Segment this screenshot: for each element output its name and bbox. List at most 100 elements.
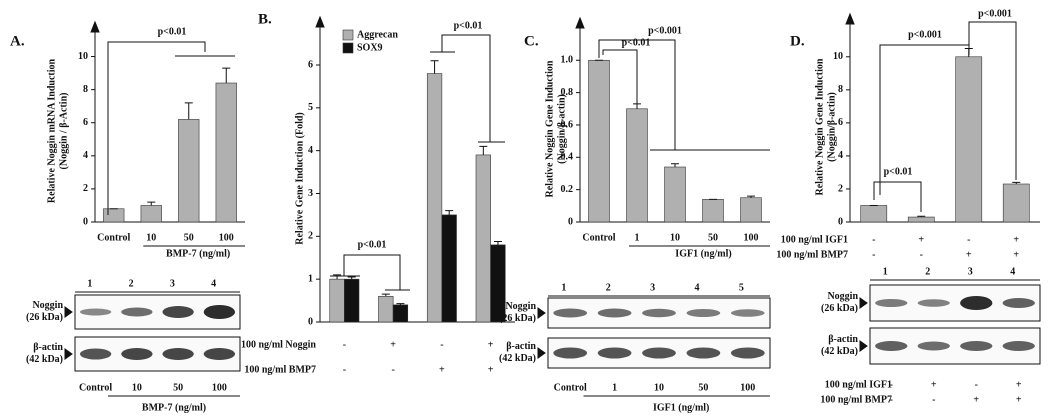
error-bar bbox=[396, 303, 405, 305]
condition-sign: - bbox=[967, 234, 970, 245]
legend-label: SOX9 bbox=[357, 42, 383, 53]
x-tick-label: 50 bbox=[184, 232, 194, 243]
significance-bracket bbox=[107, 41, 235, 215]
error-bar bbox=[1012, 181, 1021, 184]
condition-label: 100 ng/ml Noggin bbox=[241, 339, 316, 350]
y-tick-label: 0 bbox=[838, 216, 843, 227]
error-bar bbox=[184, 102, 193, 120]
condition-sign: + bbox=[1013, 249, 1019, 260]
bar bbox=[426, 73, 443, 323]
blot-band bbox=[917, 341, 950, 351]
blot-arrow bbox=[859, 297, 868, 309]
y-tick-label: 4 bbox=[838, 150, 843, 161]
y-tick-label: 6 bbox=[838, 117, 843, 128]
blot-band bbox=[642, 347, 676, 359]
condition-sign: - bbox=[932, 394, 935, 405]
blot-band bbox=[1002, 298, 1035, 308]
y-tick-label: 2 bbox=[83, 183, 88, 194]
axis-arrow bbox=[575, 16, 585, 29]
blot-band bbox=[597, 347, 632, 359]
blot-arrow bbox=[64, 348, 73, 360]
y-tick-label: 0.6 bbox=[561, 119, 574, 130]
condition-sign: + bbox=[1016, 379, 1022, 390]
x-tick-label: 50 bbox=[708, 232, 718, 243]
condition-sign: - bbox=[440, 339, 443, 350]
blot-band bbox=[730, 347, 765, 359]
condition-sign: - bbox=[872, 234, 875, 245]
blot-lane-label: Control bbox=[554, 382, 587, 393]
condition-sign: + bbox=[918, 234, 924, 245]
blot-band bbox=[203, 305, 236, 319]
blot-lane-label: 100 bbox=[212, 382, 227, 393]
annotation: p<0.01 bbox=[454, 20, 483, 31]
panel-label: B. bbox=[258, 11, 272, 27]
y-tick-label: 4 bbox=[308, 145, 313, 156]
x-tick-label: 10 bbox=[670, 232, 680, 243]
panel-label: A. bbox=[10, 33, 25, 49]
lane-number: 4 bbox=[211, 278, 216, 289]
blot-band bbox=[875, 299, 908, 307]
annotation: p<0.01 bbox=[158, 26, 187, 37]
lane-number: 1 bbox=[883, 266, 888, 277]
blot-band bbox=[960, 296, 993, 310]
bar bbox=[215, 82, 237, 223]
bar bbox=[1002, 183, 1030, 223]
condition-sign: + bbox=[1016, 394, 1022, 405]
blot-band bbox=[162, 348, 194, 360]
lane-number: 1 bbox=[561, 282, 566, 293]
y-axis-label: Relative Gene Induction (Fold) bbox=[294, 112, 305, 245]
blot-lane-label: 100 bbox=[740, 382, 755, 393]
y-tick-label: 6 bbox=[83, 117, 88, 128]
blot-band bbox=[121, 348, 153, 360]
blot-band bbox=[553, 308, 588, 318]
bar bbox=[626, 108, 648, 223]
blot-arrow bbox=[859, 340, 868, 352]
blot-lane-label: 50 bbox=[173, 382, 183, 393]
blot-row-label: β-actin (42 kDa) bbox=[26, 342, 63, 365]
bar bbox=[588, 59, 610, 223]
condition-label: 100 ng/ml BMP7 bbox=[820, 394, 892, 405]
y-axis-label: (Noggin/β-actin) bbox=[826, 92, 837, 162]
lane-number: 2 bbox=[925, 266, 930, 277]
bar bbox=[907, 216, 935, 223]
y-tick-label: 0.8 bbox=[561, 87, 574, 98]
y-tick-label: 3 bbox=[308, 188, 313, 199]
annotation: p<0.001 bbox=[908, 29, 942, 40]
bar bbox=[344, 278, 360, 323]
legend-label: Aggrecan bbox=[357, 29, 398, 40]
condition-label: 100 ng/ml IGF1 bbox=[781, 234, 848, 245]
condition-label: 100 ng/ml BMP7 bbox=[776, 249, 848, 260]
condition-label: 100 ng/ml IGF1 bbox=[825, 379, 892, 390]
bar bbox=[860, 205, 888, 223]
annotation: p<0.001 bbox=[978, 8, 1012, 19]
condition-sign: + bbox=[966, 249, 972, 260]
y-axis-label: (Noggin / β-Actin) bbox=[58, 93, 69, 170]
condition-sign: + bbox=[390, 339, 396, 350]
blot-band bbox=[162, 306, 194, 318]
error-bar bbox=[747, 195, 755, 198]
bar bbox=[475, 154, 491, 323]
blot-row-label: Noggin (26 kDa) bbox=[821, 291, 858, 314]
y-axis-label: Relative Noggin mRNA Induction bbox=[46, 58, 57, 203]
panel-label: D. bbox=[790, 33, 805, 49]
lane-number: 5 bbox=[739, 282, 744, 293]
blot-band bbox=[121, 307, 153, 317]
error-bar bbox=[381, 293, 390, 297]
panel-label: C. bbox=[524, 33, 539, 49]
x-tick-label: 1 bbox=[635, 232, 640, 243]
y-tick-label: 2 bbox=[838, 183, 843, 194]
lane-number: 3 bbox=[968, 266, 973, 277]
blot-band bbox=[203, 348, 236, 360]
error-bar bbox=[479, 145, 488, 155]
error-bar bbox=[347, 276, 356, 280]
bar bbox=[664, 166, 686, 223]
condition-label: 100 ng/ml BMP7 bbox=[244, 364, 316, 375]
y-tick-label: 0 bbox=[308, 316, 313, 327]
y-tick-label: 1.0 bbox=[561, 55, 574, 66]
bar bbox=[378, 295, 394, 323]
condition-sign: - bbox=[872, 249, 875, 260]
annotation: p<0.01 bbox=[358, 239, 387, 250]
lane-number: 2 bbox=[606, 282, 611, 293]
error-bar bbox=[671, 163, 679, 168]
